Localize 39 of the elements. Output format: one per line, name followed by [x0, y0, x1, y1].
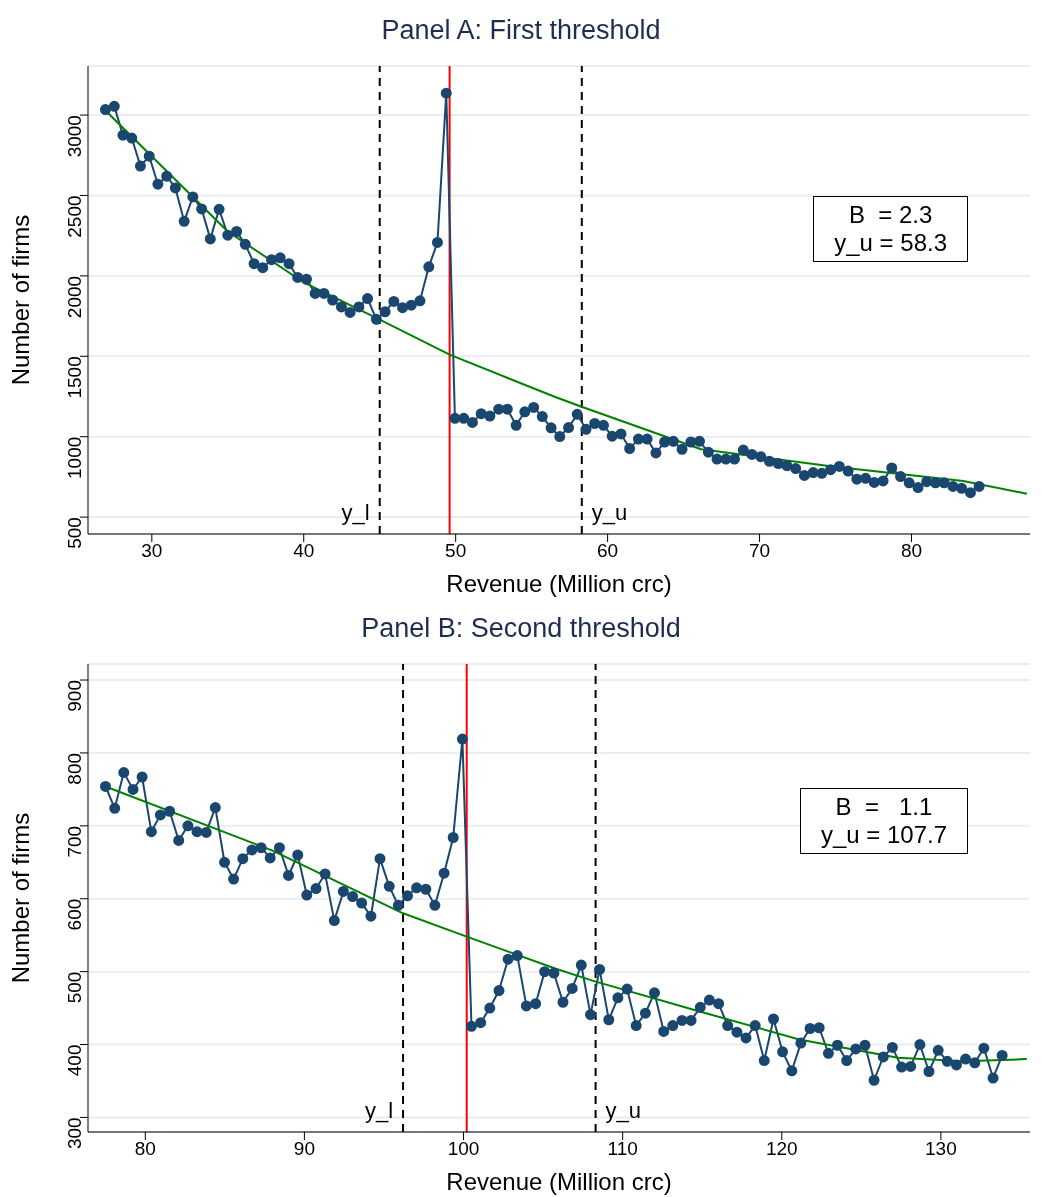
x-axis-title: Revenue (Million crc) [446, 570, 672, 597]
annotation: y_u = 58.3 [834, 229, 947, 257]
chart-title: Panel B: Second threshold [360, 612, 682, 645]
x-tick-label: 80 [134, 1138, 156, 1160]
x-tick-label: 130 [925, 1138, 957, 1160]
y-tick-label: 800 [63, 752, 85, 785]
annotation: y_u = 107.7 [820, 821, 947, 849]
x-axis-title: Revenue (Million crc) [446, 1168, 672, 1195]
y-tick-label: 400 [63, 1044, 85, 1077]
annotation: B = 2.3 [847, 201, 934, 229]
y-tick-label: 3000 [63, 115, 85, 158]
x-tick-label: 80 [900, 540, 923, 562]
x-tick-label: 40 [293, 540, 315, 562]
y-tick-label: 2000 [63, 275, 85, 319]
x-tick-label: 70 [748, 540, 771, 562]
y-axis-title: Number of firms [6, 812, 34, 984]
ref-line-label: y_u [591, 500, 628, 525]
y-tick-label: 600 [63, 898, 85, 931]
x-tick-label: 30 [141, 540, 163, 562]
x-tick-label: 50 [445, 540, 467, 562]
x-tick-label: 110 [607, 1138, 638, 1160]
x-tick-label: 100 [447, 1138, 480, 1160]
y-tick-label: 1000 [63, 436, 85, 479]
ref-line-label: y_u [605, 1098, 642, 1123]
y-axis-title: Number of firms [6, 214, 34, 386]
x-tick-label: 90 [293, 1138, 315, 1160]
ref-line-label: y_l [364, 1098, 394, 1123]
chart-title: Panel A: First threshold [380, 14, 662, 47]
annotation: B = 1.1 [834, 793, 934, 821]
y-tick-label: 1500 [63, 356, 85, 399]
y-tick-label: 2500 [63, 195, 85, 238]
y-tick-label: 900 [63, 680, 85, 712]
y-tick-label: 500 [63, 971, 85, 1004]
x-tick-label: 60 [597, 540, 619, 562]
y-tick-label: 700 [63, 825, 85, 858]
x-tick-label: 120 [765, 1138, 798, 1160]
ref-line-label: y_l [341, 500, 370, 525]
y-tick-label: 300 [63, 1117, 85, 1150]
y-tick-label: 500 [63, 517, 85, 549]
